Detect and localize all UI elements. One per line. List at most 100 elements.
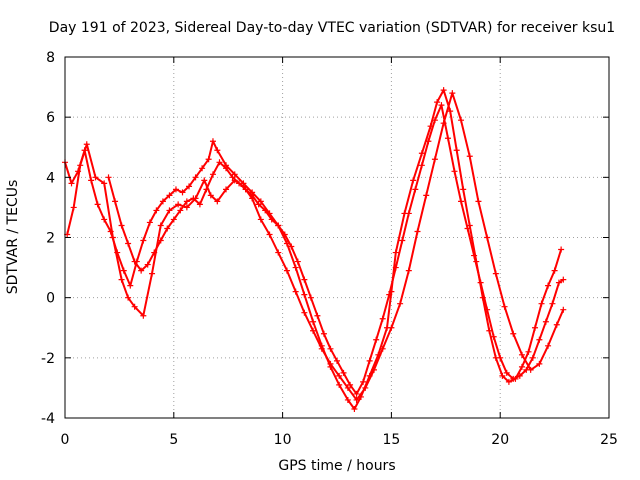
data-point: [125, 240, 132, 247]
data-point: [388, 324, 395, 331]
data-point: [344, 384, 351, 391]
data-point: [444, 135, 451, 142]
data-point: [484, 306, 491, 313]
data-point: [223, 165, 230, 172]
data-point: [453, 147, 460, 154]
data-point: [94, 201, 101, 208]
data-point: [214, 147, 221, 154]
data-point: [458, 117, 465, 124]
data-point: [164, 225, 171, 232]
data-point: [392, 249, 399, 256]
data-point: [418, 150, 425, 157]
data-point: [183, 204, 190, 211]
data-point: [553, 321, 560, 328]
data-point: [532, 324, 539, 331]
data-point: [560, 276, 567, 283]
series-line: [66, 92, 565, 401]
data-point: [370, 366, 377, 373]
data-point: [275, 222, 282, 229]
data-point: [347, 381, 354, 388]
data-point: [257, 216, 264, 223]
data-point: [310, 318, 317, 325]
data-point: [555, 279, 562, 286]
data-point: [205, 156, 212, 163]
data-point: [431, 117, 438, 124]
data-point: [558, 246, 565, 253]
data-point: [262, 207, 269, 214]
data-point: [447, 108, 454, 115]
data-point: [314, 312, 321, 319]
data-point: [477, 279, 484, 286]
data-point: [186, 183, 193, 190]
data-point: [518, 351, 525, 358]
data-point: [109, 234, 116, 241]
data-point: [499, 372, 506, 379]
data-point: [542, 318, 549, 325]
data-point: [405, 210, 412, 217]
data-point: [336, 372, 343, 379]
data-point: [399, 237, 406, 244]
data-point: [166, 207, 173, 214]
data-point: [410, 177, 417, 184]
y-tick-label: -2: [41, 351, 55, 367]
data-point: [170, 216, 177, 223]
data-point: [249, 192, 256, 199]
data-point: [127, 282, 134, 289]
data-point: [397, 300, 404, 307]
plot-area: [62, 87, 567, 412]
data-point: [125, 294, 132, 301]
data-point: [536, 336, 543, 343]
data-point: [77, 162, 84, 169]
x-tick-label: 10: [274, 432, 292, 448]
series-track-b: [64, 90, 567, 403]
data-point: [471, 252, 478, 259]
data-point: [560, 306, 567, 313]
data-point: [209, 171, 216, 178]
data-point: [440, 87, 447, 94]
x-axis-label: GPS time / hours: [278, 458, 395, 474]
data-point: [549, 300, 556, 307]
data-point: [545, 342, 552, 349]
data-point: [190, 195, 197, 202]
x-tick-label: 20: [491, 432, 509, 448]
y-tick-label: -4: [41, 411, 55, 427]
data-point: [516, 372, 523, 379]
data-point: [434, 99, 441, 106]
data-point: [288, 243, 295, 250]
data-point: [257, 198, 264, 205]
data-point: [172, 186, 179, 193]
data-point: [199, 165, 206, 172]
data-point: [179, 189, 186, 196]
data-point: [318, 345, 325, 352]
data-point: [112, 198, 119, 205]
data-point: [351, 405, 358, 412]
data-point: [183, 198, 190, 205]
data-point: [166, 192, 173, 199]
data-point: [242, 186, 249, 193]
data-point: [301, 276, 308, 283]
data-point: [327, 360, 334, 367]
data-point: [523, 366, 530, 373]
data-point: [140, 237, 147, 244]
y-tick-label: 0: [46, 291, 55, 307]
data-point: [529, 354, 536, 361]
data-point: [201, 177, 208, 184]
axis-ticks: 0 5 10 15 20 25 -4 -2 0 2 4 6 8: [41, 50, 618, 448]
data-point: [418, 162, 425, 169]
data-point: [159, 198, 166, 205]
data-point: [146, 219, 153, 226]
data-point: [449, 90, 456, 97]
data-point: [545, 282, 552, 289]
x-tick-label: 0: [61, 432, 70, 448]
data-point: [153, 207, 160, 214]
data-point: [192, 174, 199, 181]
data-point: [466, 153, 473, 160]
data-point: [327, 345, 334, 352]
data-point: [301, 309, 308, 316]
data-point: [336, 381, 343, 388]
data-point: [281, 231, 288, 238]
data-point: [334, 357, 340, 364]
data-point: [203, 186, 210, 193]
data-point: [373, 336, 380, 343]
